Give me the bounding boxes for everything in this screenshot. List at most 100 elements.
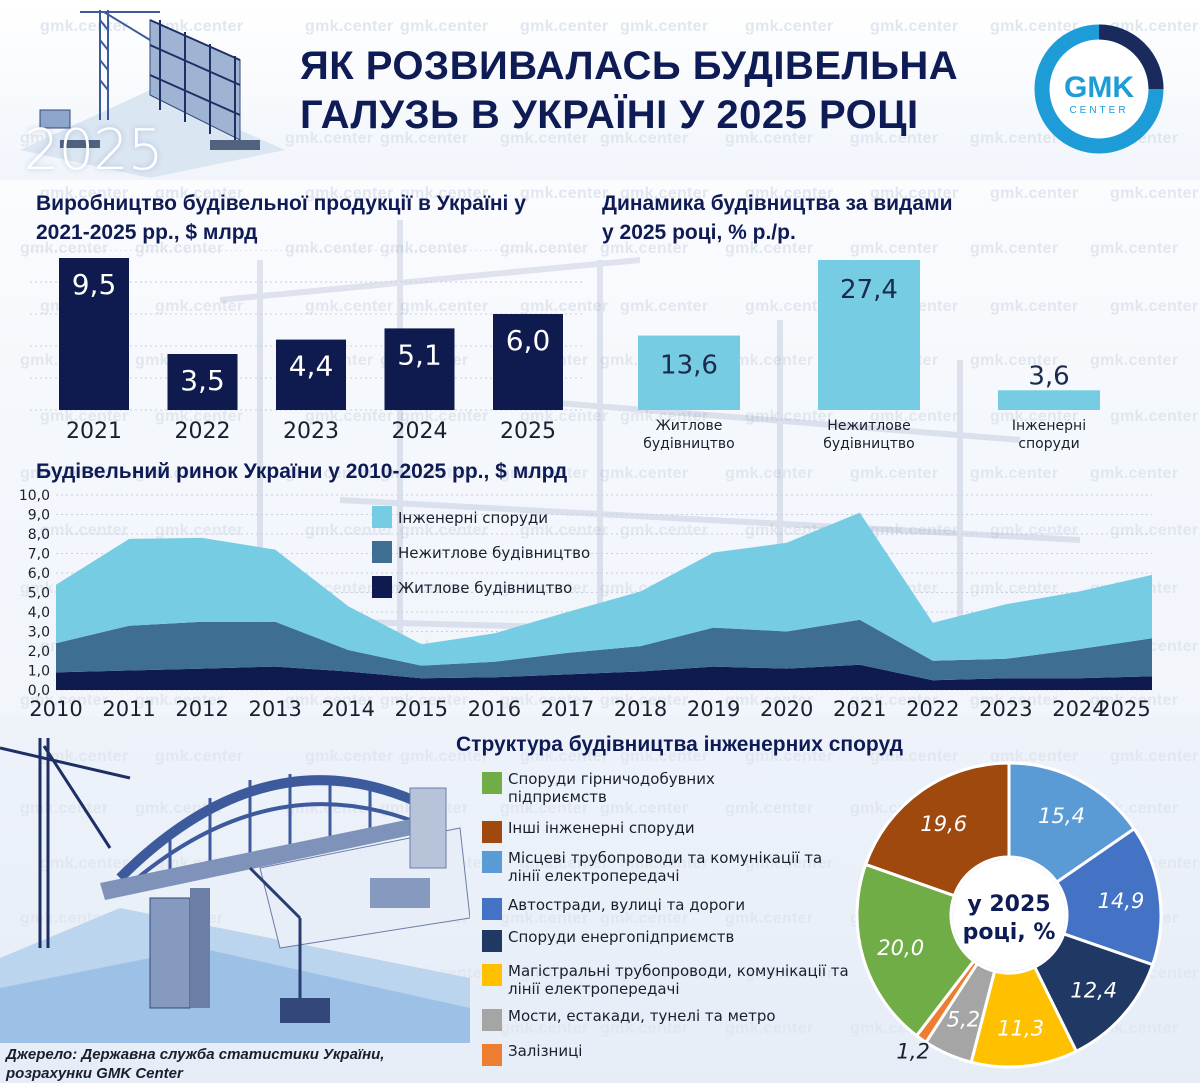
- watermark-text: gmk.center: [520, 408, 609, 425]
- watermark-text: gmk.center: [305, 408, 394, 425]
- slice-label: 5,2: [947, 1007, 980, 1031]
- bar: [384, 328, 455, 410]
- watermark-text: gmk.center: [745, 965, 834, 982]
- watermark-text: gmk.center: [500, 465, 589, 482]
- area-series: [56, 664, 1152, 690]
- y-tick-label: 10,0: [19, 488, 50, 504]
- engineering-pie-chart: 15,4 14,9 12,4 11,3 5,2 1,2 20,0 19,6 у 2025 році…: [855, 761, 1163, 1069]
- watermark-text: gmk.center: [725, 130, 814, 147]
- pie-legend-item: Магістральні трубопроводи, комунікації т…: [482, 962, 849, 998]
- data-label: 13,6: [660, 351, 718, 381]
- watermark-text: gmk.center: [500, 240, 589, 257]
- watermark-text: gmk.center: [520, 965, 609, 982]
- watermark-text: gmk.center: [620, 965, 709, 982]
- donut-center-label: році, %: [963, 920, 1056, 945]
- legend-label: Житлове будівництво: [398, 579, 573, 597]
- watermark-text: gmk.center: [970, 692, 1059, 709]
- page-title-line1: ЯК РОЗВИВАЛАСЬ БУДІВЕЛЬНА: [300, 44, 959, 88]
- production-chart-title-line2: 2021-2025 рр., $ млрд: [36, 221, 258, 244]
- watermark-text: gmk.center: [990, 522, 1079, 539]
- watermark-text: gmk.center: [725, 910, 814, 927]
- area-series: [56, 619, 1152, 681]
- x-tick-label: 2025: [1097, 697, 1150, 720]
- slice-label: 19,6: [920, 812, 967, 836]
- watermark-text: gmk.center: [305, 18, 394, 35]
- watermark-text: gmk.center: [285, 692, 374, 709]
- watermark-text: gmk.center: [620, 18, 709, 35]
- watermark-text: gmk.center: [1090, 240, 1179, 257]
- slice-label: 20,0: [877, 936, 924, 960]
- bar: [493, 314, 563, 410]
- watermark-text: gmk.center: [850, 692, 939, 709]
- watermark-text: gmk.center: [1110, 748, 1199, 765]
- watermark-text: gmk.center: [600, 465, 689, 482]
- category-label: 2023: [283, 419, 339, 444]
- watermark-text: gmk.center: [500, 130, 589, 147]
- data-label: 9,5: [72, 268, 117, 301]
- watermark-text: gmk.center: [725, 692, 814, 709]
- watermark-text: gmk.center: [520, 298, 609, 315]
- year-badge: 2025: [24, 118, 164, 183]
- x-tick-label: 2012: [175, 697, 228, 720]
- watermark-text: gmk.center: [600, 130, 689, 147]
- watermark-text: gmk.center: [725, 800, 814, 817]
- production-bar-chart: 9,5 2021 3,5 2022 4,4 2023 5,1 2024 6,0 2025: [30, 250, 585, 444]
- watermark-text: gmk.center: [305, 185, 394, 202]
- slice-label: 12,4: [1070, 979, 1117, 1003]
- pie-slice: [855, 862, 976, 1038]
- legend-label: Інші інженерні споруди: [508, 819, 695, 837]
- legend-label: Автостради, вулиці та дороги: [508, 896, 746, 914]
- x-tick-label: 2015: [395, 697, 448, 720]
- watermark-text: gmk.center: [745, 855, 834, 872]
- category-label: будівництво: [643, 436, 735, 452]
- x-tick-label: 2011: [102, 697, 155, 720]
- watermark-text: gmk.center: [400, 408, 489, 425]
- y-tick-label: 2,0: [28, 644, 50, 660]
- watermark-text: gmk.center: [305, 522, 394, 539]
- y-tick-label: 9,0: [28, 508, 50, 524]
- legend-swatch: [482, 851, 502, 873]
- watermark-text: gmk.center: [745, 748, 834, 765]
- watermark-text: gmk.center: [285, 240, 374, 257]
- watermark-text: gmk.center: [40, 748, 129, 765]
- pie-legend-item: Залізниці: [482, 1042, 582, 1066]
- watermark-text: gmk.center: [520, 855, 609, 872]
- watermark-text: gmk.center: [600, 1020, 689, 1037]
- watermark-text: gmk.center: [400, 522, 489, 539]
- watermark-text: gmk.center: [850, 240, 939, 257]
- bar: [818, 260, 920, 410]
- watermark-text: gmk.center: [40, 408, 129, 425]
- category-label: 2022: [175, 419, 231, 444]
- legend-swatch: [482, 772, 502, 794]
- watermark-text: gmk.center: [620, 185, 709, 202]
- x-tick-label: 2010: [29, 697, 82, 720]
- watermark-text: gmk.center: [725, 1020, 814, 1037]
- bridge-illustration-icon: [0, 738, 470, 1043]
- watermark-text: gmk.center: [990, 18, 1079, 35]
- y-tick-label: 7,0: [28, 547, 50, 563]
- x-tick-label: 2023: [979, 697, 1032, 720]
- slice-label: 15,4: [1038, 804, 1085, 828]
- watermark-text: gmk.center: [520, 522, 609, 539]
- watermark-text: gmk.center: [155, 748, 244, 765]
- watermark-text: gmk.center: [620, 298, 709, 315]
- watermark-text: gmk.center: [600, 240, 689, 257]
- watermark-text: gmk.center: [135, 692, 224, 709]
- source-note: Джерело: Державна служба статистики Укра…: [6, 1045, 384, 1083]
- data-label: 6,0: [506, 324, 551, 357]
- logo-sub-text: CENTER: [1069, 105, 1128, 116]
- bar: [998, 390, 1100, 410]
- legend-label: Споруди гірничодобувних підприємств: [508, 770, 715, 806]
- bar: [276, 339, 346, 410]
- watermark-text: gmk.center: [745, 18, 834, 35]
- watermark-text: gmk.center: [620, 748, 709, 765]
- watermark-text: gmk.center: [870, 522, 959, 539]
- watermark-text: gmk.center: [135, 240, 224, 257]
- pie-legend-item: Мости, естакади, тунелі та метро: [482, 1007, 776, 1031]
- watermark-text: gmk.center: [745, 298, 834, 315]
- watermark-text: gmk.center: [970, 240, 1059, 257]
- watermark-text: gmk.center: [155, 185, 244, 202]
- watermark-text: gmk.center: [1090, 692, 1179, 709]
- watermark-text: gmk.center: [1110, 522, 1199, 539]
- legend-label: Мости, естакади, тунелі та метро: [508, 1007, 776, 1025]
